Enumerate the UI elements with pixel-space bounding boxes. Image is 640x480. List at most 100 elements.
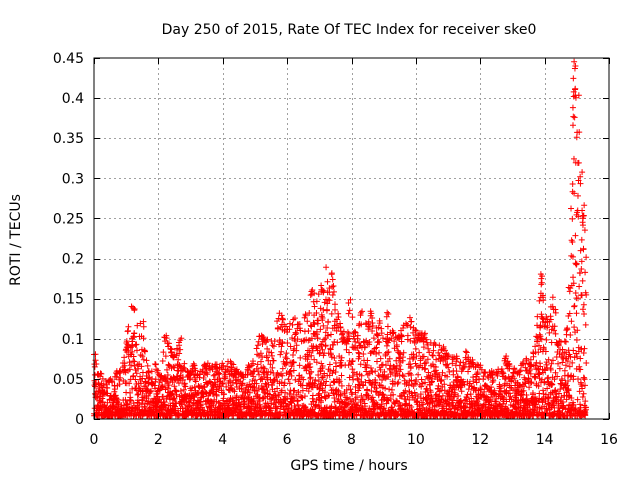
data-point-marker bbox=[384, 349, 391, 356]
data-point-marker bbox=[283, 350, 290, 357]
data-point-marker bbox=[377, 355, 384, 362]
data-point-marker bbox=[330, 288, 337, 295]
data-point-marker bbox=[326, 392, 333, 399]
data-point-marker bbox=[218, 366, 225, 373]
data-point-marker bbox=[294, 336, 301, 343]
data-point-marker bbox=[315, 291, 322, 298]
data-point-marker bbox=[297, 327, 304, 334]
data-point-marker bbox=[343, 346, 350, 353]
data-point-marker bbox=[323, 264, 330, 271]
data-point-marker bbox=[360, 351, 367, 358]
data-point-marker bbox=[220, 362, 227, 369]
data-point-marker bbox=[582, 321, 589, 328]
data-point-marker bbox=[255, 385, 262, 392]
data-point-marker bbox=[171, 395, 178, 402]
data-point-marker bbox=[257, 358, 264, 365]
data-point-marker bbox=[135, 365, 142, 372]
data-point-marker bbox=[309, 286, 316, 293]
data-point-marker bbox=[315, 391, 322, 398]
data-point-marker bbox=[569, 215, 576, 222]
y-tick-label: 0.25 bbox=[53, 211, 84, 227]
data-point-marker bbox=[97, 370, 104, 377]
data-point-marker bbox=[297, 354, 304, 361]
data-point-marker bbox=[214, 369, 221, 376]
data-point-marker bbox=[233, 393, 240, 400]
data-point-marker bbox=[269, 364, 276, 371]
data-point-marker bbox=[99, 399, 106, 406]
data-point-marker bbox=[306, 309, 313, 316]
y-tick-label: 0.05 bbox=[53, 372, 84, 388]
data-point-marker bbox=[264, 336, 271, 343]
data-point-marker bbox=[568, 318, 575, 325]
data-point-marker bbox=[274, 405, 281, 412]
data-point-marker bbox=[368, 387, 375, 394]
data-point-marker bbox=[317, 305, 324, 312]
data-point-marker bbox=[308, 323, 315, 330]
data-point-marker bbox=[181, 380, 188, 387]
data-point-marker bbox=[274, 325, 281, 332]
data-point-marker bbox=[285, 376, 292, 383]
data-point-marker bbox=[228, 364, 235, 371]
data-point-marker bbox=[267, 361, 274, 368]
data-point-marker bbox=[128, 408, 135, 415]
data-point-marker bbox=[359, 381, 366, 388]
data-point-marker bbox=[345, 382, 352, 389]
data-point-marker bbox=[305, 328, 312, 335]
data-point-marker bbox=[331, 338, 338, 345]
data-point-marker bbox=[373, 331, 380, 338]
data-point-marker bbox=[272, 400, 279, 407]
data-point-marker bbox=[162, 386, 169, 393]
data-point-marker bbox=[373, 358, 380, 365]
data-point-marker bbox=[335, 314, 342, 321]
data-point-marker bbox=[141, 347, 148, 354]
data-point-marker bbox=[137, 320, 144, 327]
data-point-marker bbox=[200, 375, 207, 382]
data-point-marker bbox=[132, 367, 139, 374]
data-point-marker bbox=[338, 398, 345, 405]
data-point-marker bbox=[210, 389, 217, 396]
data-point-marker bbox=[148, 387, 155, 394]
data-point-marker bbox=[279, 372, 286, 379]
data-point-marker bbox=[379, 361, 386, 368]
data-point-marker bbox=[576, 283, 583, 290]
data-point-marker bbox=[210, 372, 217, 379]
data-point-marker bbox=[371, 345, 378, 352]
data-point-marker bbox=[140, 323, 147, 330]
data-point-marker bbox=[571, 114, 578, 121]
data-point-marker bbox=[271, 338, 278, 345]
data-point-marker bbox=[328, 270, 335, 277]
data-point-marker bbox=[347, 361, 354, 368]
data-point-marker bbox=[311, 356, 318, 363]
data-point-marker bbox=[577, 366, 584, 373]
data-point-marker bbox=[310, 398, 317, 405]
data-point-marker bbox=[400, 349, 407, 356]
data-point-marker bbox=[129, 348, 136, 355]
data-point-marker bbox=[340, 328, 347, 335]
data-point-marker bbox=[130, 400, 137, 407]
data-point-marker bbox=[338, 354, 345, 361]
data-point-marker bbox=[288, 405, 295, 411]
data-point-marker bbox=[319, 346, 326, 353]
data-point-marker bbox=[315, 372, 322, 379]
data-point-marker bbox=[262, 380, 269, 387]
data-point-marker bbox=[355, 349, 362, 356]
data-point-marker bbox=[559, 359, 566, 366]
data-point-marker bbox=[331, 355, 338, 362]
data-point-marker bbox=[98, 370, 105, 377]
data-point-marker bbox=[182, 383, 189, 390]
data-point-marker bbox=[169, 390, 176, 397]
data-point-marker bbox=[343, 386, 350, 393]
data-point-marker bbox=[536, 297, 543, 304]
data-series-roti bbox=[91, 58, 590, 419]
data-point-marker bbox=[327, 382, 334, 389]
data-point-marker bbox=[175, 356, 182, 363]
data-point-marker bbox=[223, 383, 230, 390]
data-point-marker bbox=[310, 343, 317, 350]
data-point-marker bbox=[140, 335, 147, 342]
data-point-marker bbox=[263, 354, 270, 361]
data-point-marker bbox=[570, 75, 577, 82]
data-point-marker bbox=[289, 321, 296, 328]
data-point-marker bbox=[332, 368, 339, 375]
data-point-marker bbox=[171, 364, 178, 371]
data-point-marker bbox=[324, 300, 331, 307]
